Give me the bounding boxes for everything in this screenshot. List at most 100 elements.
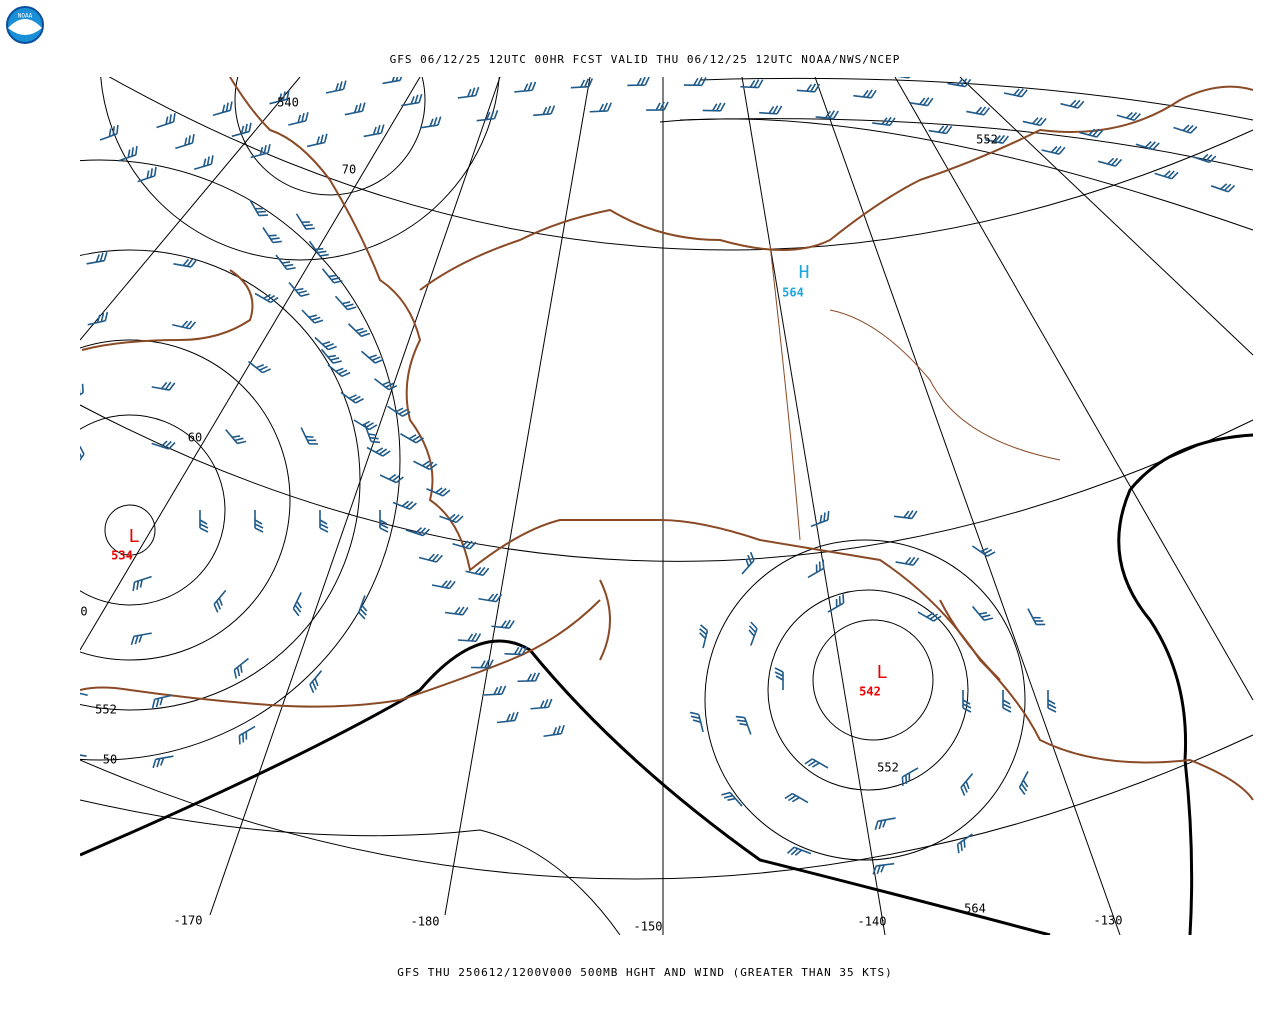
wind-barb: [374, 378, 398, 391]
center-symbol: L: [129, 526, 140, 547]
wind-barb: [231, 122, 252, 138]
wind-barb: [1002, 690, 1012, 713]
wind-barb: [570, 78, 594, 89]
contour-label: 552: [877, 761, 899, 775]
wind-barb: [363, 124, 385, 138]
wind-barb: [249, 199, 268, 217]
wind-barb: [418, 553, 443, 563]
wind-barb: [971, 605, 994, 622]
wind-barb: [807, 559, 825, 579]
wind-barbs: [0, 77, 1236, 875]
longitude-label: -150: [634, 920, 663, 934]
wind-barb: [233, 657, 249, 679]
wind-barb: [327, 364, 351, 378]
wind-barb: [1047, 690, 1057, 713]
center-value: 534: [111, 549, 133, 563]
wind-barb: [1210, 183, 1236, 193]
wind-barb: [288, 281, 310, 297]
wind-barb: [504, 646, 528, 656]
wind-barb: [702, 102, 726, 112]
wind-barb: [340, 391, 364, 404]
wind-barb: [319, 510, 329, 533]
wind-barb: [5, 444, 20, 467]
wind-barb: [225, 429, 247, 445]
contour-label: 552: [976, 133, 998, 147]
wind-barb: [118, 145, 138, 162]
wind-barb: [400, 433, 424, 444]
wind-barb: [947, 78, 972, 88]
center-value: 564: [782, 286, 804, 300]
wind-barb: [80, 445, 85, 470]
wind-barb: [956, 833, 973, 854]
wind-barb: [7, 341, 29, 361]
map-body: [80, 77, 1254, 935]
wind-barb: [735, 715, 752, 735]
wind-barb: [1079, 128, 1104, 138]
wind-barb: [0, 645, 12, 665]
wind-barb: [533, 105, 556, 117]
wind-barb: [971, 545, 996, 557]
wind-barb: [1060, 99, 1085, 109]
wind-barb: [895, 556, 920, 566]
wind-barb: [962, 690, 972, 713]
wind-barb: [420, 116, 442, 129]
longitude-label: -170: [174, 914, 203, 928]
wind-barb: [308, 240, 329, 257]
wind-barb: [827, 594, 845, 613]
wind-barb: [130, 632, 152, 646]
wind-barb: [452, 540, 477, 550]
wind-barb: [439, 513, 464, 524]
wind-barb: [1018, 770, 1029, 795]
contour-label: 0: [80, 605, 87, 619]
wind-barb: [292, 592, 303, 617]
contour-label: 552: [95, 703, 117, 717]
wind-barb: [928, 125, 953, 135]
latitude-label: 60: [188, 431, 202, 445]
wind-barb: [491, 619, 515, 629]
wind-barb: [269, 90, 290, 105]
wind-barb: [1135, 141, 1160, 151]
wind-barb: [683, 77, 707, 87]
wind-barb: [1, 276, 24, 294]
wind-barb: [44, 607, 67, 625]
wind-barb: [309, 670, 323, 694]
wind-barb: [853, 89, 877, 99]
wind-barb: [960, 773, 974, 796]
wind-barb: [80, 383, 84, 403]
wind-barb: [314, 336, 337, 351]
wind-barb: [646, 101, 669, 111]
wind-barb: [748, 621, 758, 646]
wind-barb: [405, 527, 430, 537]
center-symbol: H: [799, 262, 810, 283]
wind-barb: [325, 80, 347, 94]
latitude-label: 70: [342, 163, 356, 177]
wind-barb: [413, 460, 438, 471]
wind-barb: [151, 381, 176, 391]
wind-barb: [810, 511, 830, 528]
wind-barb: [347, 323, 371, 338]
wind-barb: [426, 487, 451, 497]
wind-barb: [275, 254, 296, 271]
wind-barb: [476, 109, 499, 122]
wind-barb: [740, 79, 764, 89]
wind-barb: [909, 97, 934, 107]
wind-barb: [431, 580, 456, 590]
footer-caption: GFS THU 250612/1200V000 500MB HGHT AND W…: [397, 966, 892, 979]
wind-barb: [804, 758, 829, 769]
wind-barb: [815, 110, 839, 120]
longitude-label: -130: [1094, 914, 1123, 928]
wind-barb: [80, 752, 87, 762]
wind-barb: [173, 258, 198, 268]
wind-barb: [0, 532, 13, 555]
wind-barb: [689, 711, 704, 733]
wind-barb: [0, 716, 5, 734]
wind-barb: [132, 575, 152, 592]
wind-barb: [457, 632, 482, 643]
wind-barb: [295, 213, 315, 230]
wind-barb: [254, 292, 279, 304]
wind-barb: [379, 510, 389, 533]
wind-barb: [917, 611, 942, 622]
wind-barb: [444, 606, 469, 616]
wind-barb: [137, 166, 157, 183]
wind-barb: [1022, 117, 1047, 127]
